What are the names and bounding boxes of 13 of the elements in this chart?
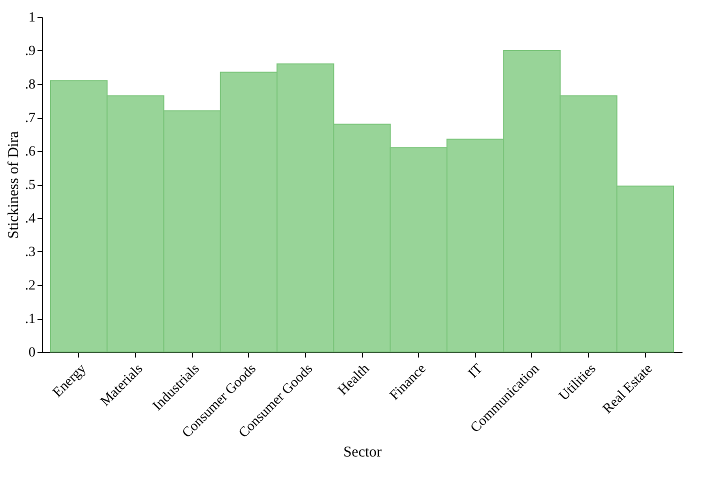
y-tick-label: .4 [25, 212, 36, 226]
y-tick-label: .2 [25, 278, 36, 294]
y-tick-label: .1 [25, 312, 36, 327]
y-tick-label: .8 [25, 78, 36, 92]
y-tick-label: .7 [25, 111, 36, 126]
y-tick-label: 1 [28, 10, 36, 26]
y-axis-title: Stickiness of Dira [6, 130, 22, 239]
y-tick-label: 0 [28, 346, 36, 360]
y-tick-label: .3 [25, 245, 36, 260]
y-tick-label: .9 [25, 44, 36, 59]
y-tick-label: .6 [25, 144, 36, 160]
x-axis-title: Sector [343, 444, 382, 460]
y-tick-label: .5 [25, 178, 36, 193]
